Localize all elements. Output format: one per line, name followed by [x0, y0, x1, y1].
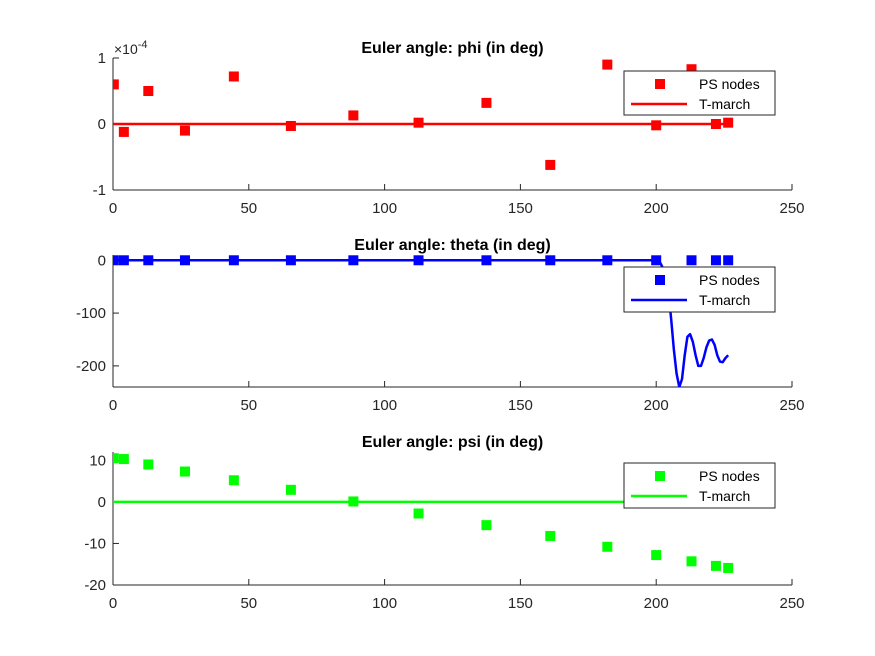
ps-node-marker [481, 97, 492, 108]
legend: PS nodes T-march [623, 462, 776, 509]
ps-node-marker [285, 484, 296, 495]
ps-node-marker [686, 64, 697, 75]
ps-node-marker [143, 459, 154, 470]
legend-box [623, 462, 776, 509]
chart-title: Euler angle: theta (in deg) [354, 237, 550, 254]
ps-node-marker [710, 255, 721, 266]
legend: PS nodes T-march [623, 266, 776, 313]
ps-node-marker [481, 255, 492, 266]
ps-node-marker [651, 120, 662, 131]
subplot-2: 0 50 100 150 200 250 0 -100 -200 Euler angle: the… [76, 237, 805, 414]
ps-node-marker [118, 126, 129, 137]
ps-node-marker [179, 466, 190, 477]
legend-label-ps-nodes: PS nodes [699, 76, 760, 92]
x-tick-label: 200 [644, 397, 669, 414]
x-tick-label: 200 [644, 595, 669, 612]
ps-node-marker [413, 117, 424, 128]
x-tick-label: 250 [779, 595, 804, 612]
ps-node-marker [348, 255, 359, 266]
ps-node-marker [651, 255, 662, 266]
ps-node-marker [179, 125, 190, 136]
ps-node-marker [710, 119, 721, 129]
ps-node-marker [545, 255, 556, 266]
ps-node-marker [348, 110, 359, 121]
legend-marker [655, 275, 665, 285]
ps-node-marker [118, 255, 129, 266]
y-tick-label: 1 [98, 50, 106, 67]
ps-node-marker [481, 520, 492, 531]
chart-title: Euler angle: phi (in deg) [361, 40, 543, 57]
ps-node-marker [723, 562, 734, 573]
y-tick-label: -200 [76, 358, 106, 375]
y-tick-label: -1 [93, 182, 106, 199]
x-tick-label: 50 [240, 595, 257, 612]
legend-marker [655, 471, 665, 481]
chart-title: Euler angle: psi (in deg) [362, 434, 543, 451]
legend-label-ps-nodes: PS nodes [699, 468, 760, 484]
ps-node-marker [545, 159, 556, 170]
y-tick-label: 0 [98, 494, 106, 511]
x-tick-label: 150 [508, 397, 533, 414]
ps-node-marker [686, 556, 697, 567]
x-tick-label: 250 [779, 200, 804, 217]
ps-node-marker [413, 255, 424, 266]
ps-node-marker [602, 59, 613, 70]
ps-node-marker [710, 560, 721, 571]
y-tick-label: -100 [76, 305, 106, 322]
x-tick-label: 50 [240, 397, 257, 414]
ps-node-marker [602, 541, 613, 552]
ps-node-marker [113, 255, 119, 266]
y-tick-label: 10 [89, 452, 106, 469]
x-tick-label: 250 [779, 397, 804, 414]
legend-label-t-march: T-march [699, 292, 750, 308]
ps-node-marker [651, 550, 662, 561]
x-tick-label: 100 [372, 200, 397, 217]
y-tick-label: -10 [84, 535, 106, 552]
ps-node-marker [348, 496, 359, 507]
x-tick-label: 150 [508, 200, 533, 217]
legend-label-t-march: T-march [699, 96, 750, 112]
ps-node-marker [285, 255, 296, 266]
x-tick-label: 0 [109, 200, 117, 217]
x-tick-label: 100 [372, 595, 397, 612]
y-exponent-label: ×10-4 [114, 39, 148, 57]
ps-node-marker [602, 255, 613, 266]
y-tick-label: 0 [98, 252, 106, 269]
ps-node-marker [228, 255, 239, 266]
legend-box [623, 266, 776, 313]
ps-node-marker [228, 475, 239, 486]
data-layer [113, 59, 734, 170]
ps-node-marker [723, 117, 734, 128]
legend: PS nodes T-march [623, 70, 776, 116]
ps-node-marker [545, 530, 556, 541]
y-tick-label: 0 [98, 116, 106, 133]
x-tick-label: 0 [109, 397, 117, 414]
ps-node-marker [723, 255, 734, 266]
x-tick-label: 0 [109, 595, 117, 612]
ps-node-marker [179, 255, 190, 266]
ps-node-marker [228, 71, 239, 82]
ps-node-marker [113, 453, 119, 464]
legend-label-ps-nodes: PS nodes [699, 272, 760, 288]
legend-box [623, 70, 776, 116]
legend-marker [655, 79, 665, 89]
y-exponent: -4 [138, 39, 148, 51]
ps-node-marker [285, 120, 296, 131]
x-tick-label: 150 [508, 595, 533, 612]
ps-node-marker [143, 86, 154, 96]
x-tick-label: 50 [240, 200, 257, 217]
ps-node-marker [113, 79, 119, 90]
ps-node-marker [686, 255, 697, 266]
legend-label-t-march: T-march [699, 488, 750, 504]
x-tick-label: 100 [372, 397, 397, 414]
y-tick-label: -20 [84, 577, 106, 594]
x-tick-label: 200 [644, 200, 669, 217]
ps-node-marker [118, 454, 129, 465]
ps-node-marker [413, 508, 424, 519]
ps-node-marker [143, 255, 154, 266]
